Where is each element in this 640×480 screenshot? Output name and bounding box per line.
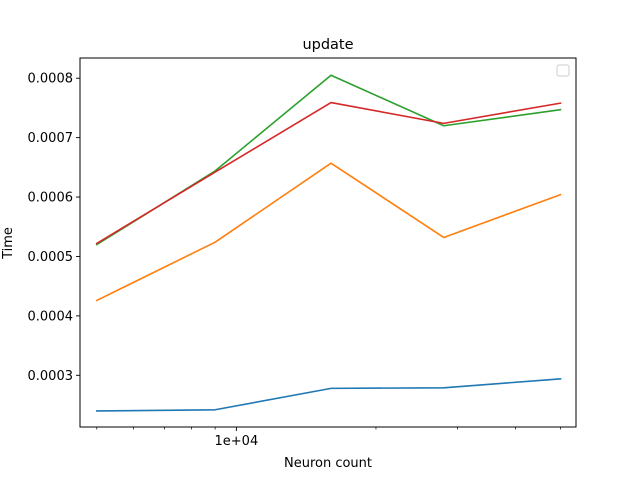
y-tick-label: 0.0003 (28, 369, 74, 384)
y-axis-label: Time (1, 227, 16, 260)
x-axis-label: Neuron count (284, 456, 372, 471)
y-tick-label: 0.0005 (28, 250, 74, 265)
y-tick-label: 0.0008 (28, 72, 74, 87)
y-tick-label: 0.0004 (28, 309, 74, 324)
legend-box (557, 65, 569, 76)
chart-title: update (302, 37, 353, 53)
plot-area (80, 58, 576, 427)
x-tick-label: 1e+04 (215, 434, 259, 449)
y-tick-label: 0.0007 (28, 131, 74, 146)
y-tick-label: 0.0006 (28, 191, 74, 206)
